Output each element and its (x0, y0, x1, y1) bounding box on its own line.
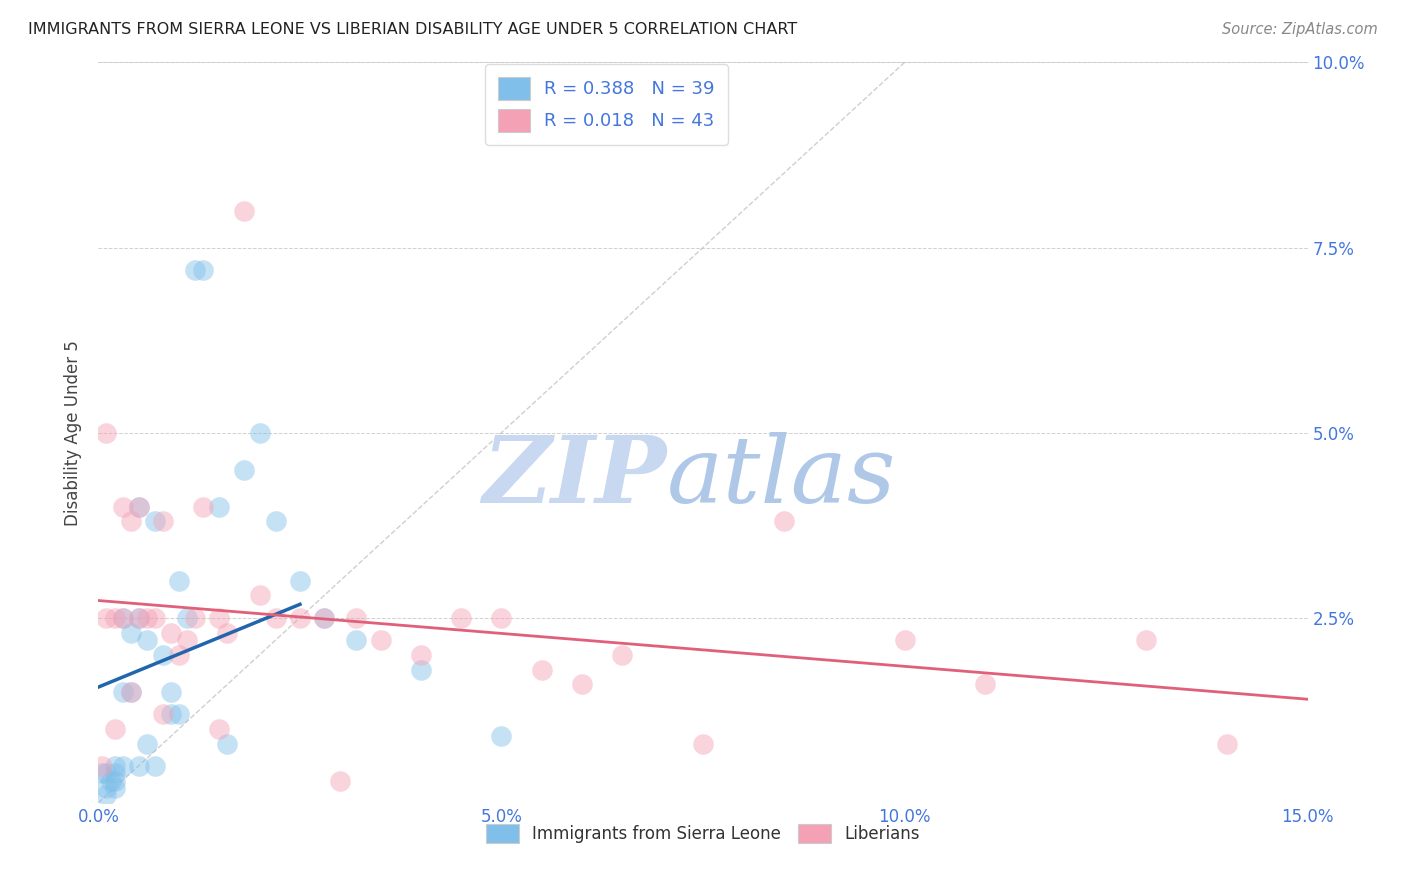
Point (120, 515, 142, 529)
Point (120, 685, 142, 699)
Point (974, 677, 997, 691)
Point (160, 685, 183, 699)
Point (91, 766, 114, 780)
Point (232, 462, 254, 476)
Point (160, 706, 183, 721)
Point (772, 515, 794, 529)
Point (96, 789, 118, 803)
Point (152, 706, 174, 721)
Point (152, 648, 174, 662)
Point (91, 758, 114, 772)
Point (184, 610, 207, 624)
Text: atlas: atlas (666, 432, 896, 522)
Point (152, 515, 174, 529)
Point (571, 677, 593, 691)
Point (128, 500, 150, 514)
Point (96, 425, 118, 440)
Point (314, 610, 336, 624)
Point (264, 610, 287, 624)
Point (135, 632, 157, 647)
Text: IMMIGRANTS FROM SIERRA LEONE VS LIBERIAN DISABILITY AGE UNDER 5 CORRELATION CHAR: IMMIGRANTS FROM SIERRA LEONE VS LIBERIAN… (28, 22, 797, 37)
Point (314, 610, 336, 624)
Point (143, 610, 166, 624)
Point (96, 610, 118, 624)
Point (103, 758, 125, 772)
Point (160, 625, 183, 640)
Point (111, 758, 134, 772)
Point (409, 648, 432, 662)
Point (249, 425, 271, 440)
Point (208, 722, 231, 736)
Point (143, 515, 166, 529)
Y-axis label: Disability Age Under 5: Disability Age Under 5 (65, 340, 83, 525)
Point (167, 648, 190, 662)
Point (128, 610, 150, 624)
Point (692, 737, 714, 751)
Point (120, 685, 142, 699)
Point (264, 515, 287, 529)
Point (232, 203, 254, 218)
Text: Source: ZipAtlas.com: Source: ZipAtlas.com (1222, 22, 1378, 37)
Point (111, 685, 134, 699)
Point (1216, 737, 1239, 751)
Point (249, 589, 271, 603)
Point (103, 773, 125, 788)
Point (491, 729, 513, 743)
Point (128, 610, 150, 624)
Text: ZIP: ZIP (482, 432, 666, 522)
Point (288, 574, 311, 588)
Point (111, 610, 134, 624)
Point (100, 773, 122, 788)
Point (128, 500, 150, 514)
Point (111, 610, 134, 624)
Legend: Immigrants from Sierra Leone, Liberians: Immigrants from Sierra Leone, Liberians (479, 817, 927, 850)
Point (176, 632, 198, 647)
Point (450, 610, 472, 624)
Point (135, 737, 157, 751)
Point (288, 610, 311, 624)
Point (103, 610, 125, 624)
Point (217, 625, 239, 640)
Point (193, 262, 215, 277)
Point (96, 766, 118, 780)
Point (530, 663, 553, 677)
Point (329, 773, 352, 788)
Point (217, 737, 239, 751)
Point (491, 610, 513, 624)
Point (208, 610, 231, 624)
Point (120, 625, 142, 640)
Point (111, 500, 134, 514)
Point (103, 722, 125, 736)
Point (176, 610, 198, 624)
Point (409, 663, 432, 677)
Point (103, 780, 125, 795)
Point (167, 706, 190, 721)
Point (208, 500, 231, 514)
Point (344, 632, 367, 647)
Point (893, 632, 915, 647)
Point (167, 574, 190, 588)
Point (370, 632, 392, 647)
Point (143, 758, 166, 772)
Point (184, 262, 207, 277)
Point (128, 758, 150, 772)
Point (135, 610, 157, 624)
Point (193, 500, 215, 514)
Point (1135, 632, 1157, 647)
Point (612, 648, 634, 662)
Point (96, 780, 118, 795)
Point (103, 766, 125, 780)
Point (344, 610, 367, 624)
